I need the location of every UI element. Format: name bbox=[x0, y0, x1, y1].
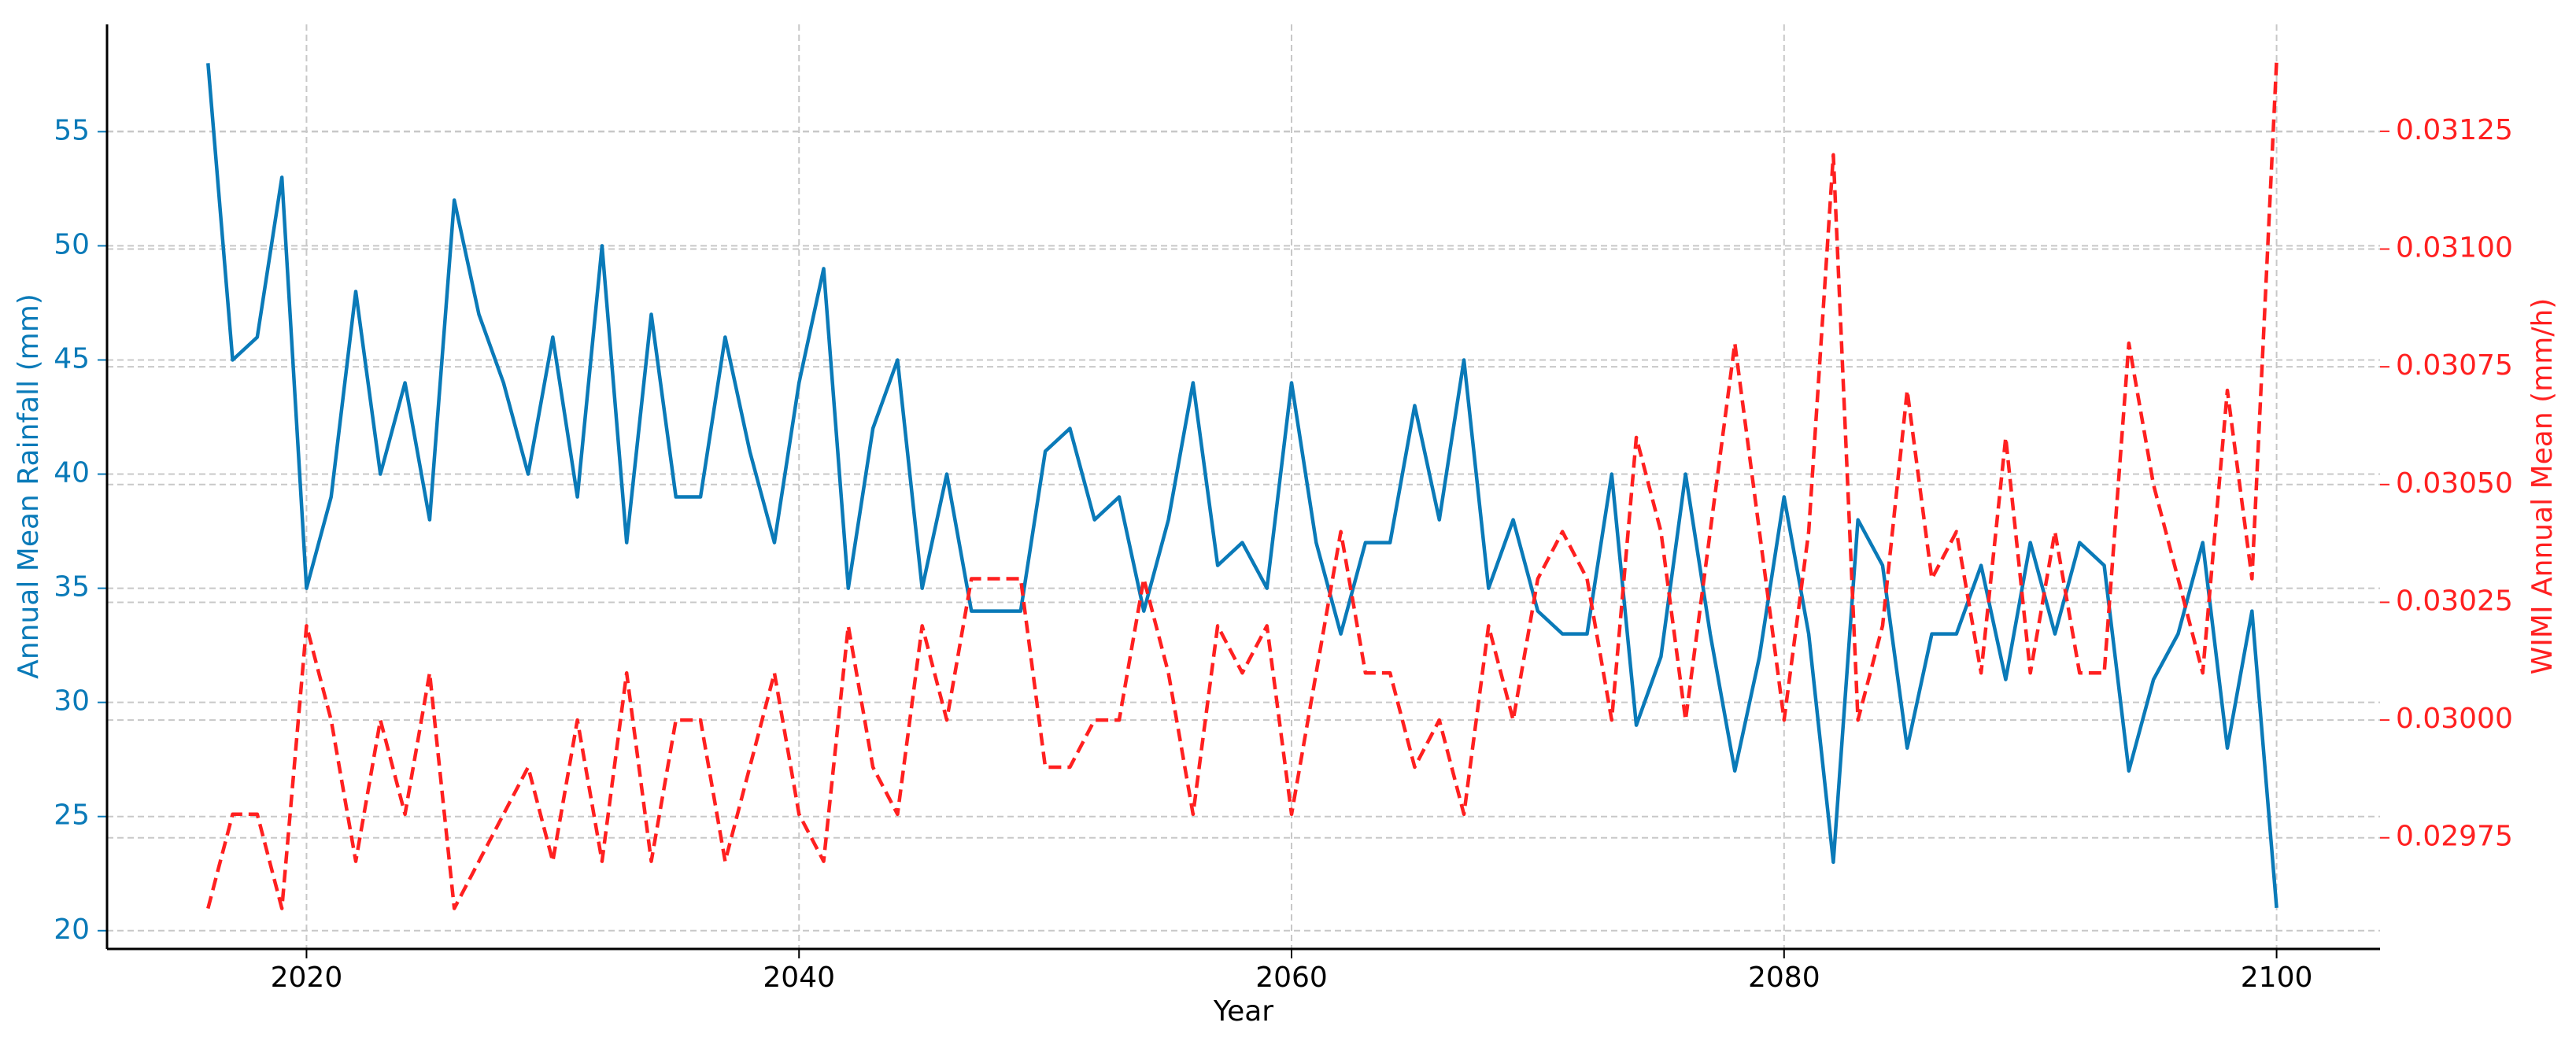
y-tick-label: 45 bbox=[54, 342, 90, 375]
y2-tick-label: 0.03050 bbox=[2396, 467, 2513, 500]
x-tick-label: 2080 bbox=[1748, 962, 1820, 994]
x-axis-label: Year bbox=[1213, 995, 1273, 1028]
line-series bbox=[206, 60, 2278, 910]
x-tick-label: 2020 bbox=[271, 962, 343, 994]
y2-tick-label: 0.03125 bbox=[2396, 114, 2513, 146]
y2-tick-label: 0.02975 bbox=[2396, 821, 2513, 853]
y-tick-label: 20 bbox=[54, 914, 90, 946]
y2-tick-label: 0.03075 bbox=[2396, 349, 2513, 382]
x-tick-label: 2100 bbox=[2241, 962, 2313, 994]
y2-tick-label: 0.03025 bbox=[2396, 585, 2513, 617]
y-tick-label: 50 bbox=[54, 228, 90, 260]
y-tick-label: 40 bbox=[54, 457, 90, 489]
y-axis-label: Annual Mean Rainfall (mm) bbox=[13, 293, 45, 679]
y-tick-label: 55 bbox=[54, 114, 90, 146]
x-tick-label: 2040 bbox=[763, 962, 835, 994]
y-tick-label: 35 bbox=[54, 571, 90, 604]
line-series bbox=[206, 63, 2278, 908]
x-tick-label: 2060 bbox=[1255, 962, 1328, 994]
y-tick-label: 30 bbox=[54, 685, 90, 718]
y2-axis-label: WIMI Annual Mean (mm/h) bbox=[2526, 298, 2559, 675]
y2-tick-label: 0.03100 bbox=[2396, 232, 2513, 264]
y2-tick-label: 0.03000 bbox=[2396, 703, 2513, 735]
y-tick-label: 25 bbox=[54, 799, 90, 832]
